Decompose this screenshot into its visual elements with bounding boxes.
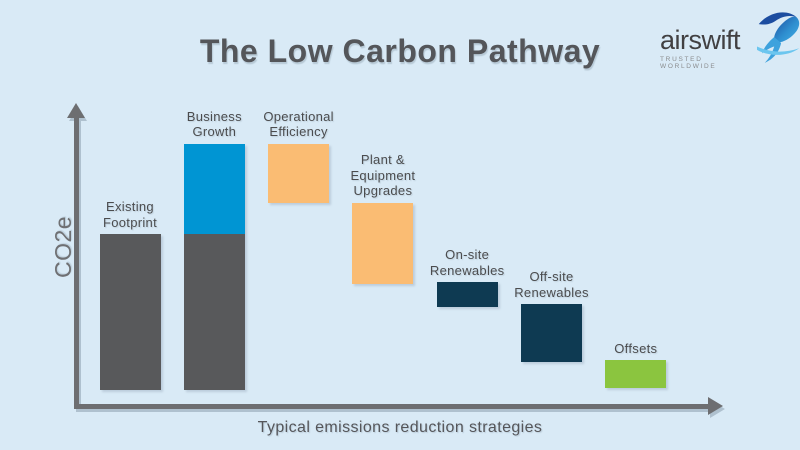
chart-title: The Low Carbon Pathway <box>199 33 601 69</box>
bar-label-existing-footprint: Existing Footprint <box>102 199 158 230</box>
bar-plant-equipment-upgrades-segment-orange <box>352 202 414 284</box>
logo-wordmark: airswift <box>660 25 741 55</box>
bar-existing-footprint <box>99 234 161 390</box>
bar-label-plant-equipment-upgrades: Plant & Equipment Upgrades <box>350 152 416 199</box>
bar-label-operational-efficiency: Operational Efficiency <box>263 108 334 140</box>
logo-tagline: TRUSTED WORLDWIDE <box>660 56 717 70</box>
bar-offsets <box>605 360 667 389</box>
bar-existing-footprint-segment-gray <box>99 234 161 390</box>
bar-label-business-growth: Business Growth <box>186 108 242 140</box>
x-axis-label: Typical emissions reduction strategies <box>257 419 543 436</box>
airswift-logo: airswift TRUSTED WORLDWIDE <box>660 6 800 70</box>
bar-on-site-renewables <box>436 282 498 308</box>
x-axis-arrowhead <box>708 397 723 415</box>
airswift-bird-icon <box>756 12 800 63</box>
bar-off-site-renewables <box>521 304 582 362</box>
y-axis-line <box>74 116 79 409</box>
bar-label-off-site-renewables: Off-site Renewables <box>514 269 589 300</box>
x-axis-line <box>74 404 710 409</box>
bar-business-growth-segment-gray <box>183 233 245 390</box>
bar-offsets-segment-green <box>605 360 667 389</box>
bar-off-site-renewables-segment-navy <box>521 304 582 362</box>
bar-label-offsets: Offsets <box>614 340 658 356</box>
y-axis-arrowhead <box>67 103 85 118</box>
bar-business-growth-segment-blue <box>183 143 245 234</box>
bar-label-on-site-renewables: On-site Renewables <box>429 247 505 278</box>
bar-on-site-renewables-segment-navy <box>436 282 498 308</box>
logo-text-block: airswift TRUSTED WORLDWIDE <box>660 25 756 71</box>
bar-plant-equipment-upgrades <box>352 202 414 284</box>
bar-operational-efficiency-segment-orange <box>268 143 330 203</box>
bar-business-growth <box>183 143 245 390</box>
bar-operational-efficiency <box>268 143 330 203</box>
